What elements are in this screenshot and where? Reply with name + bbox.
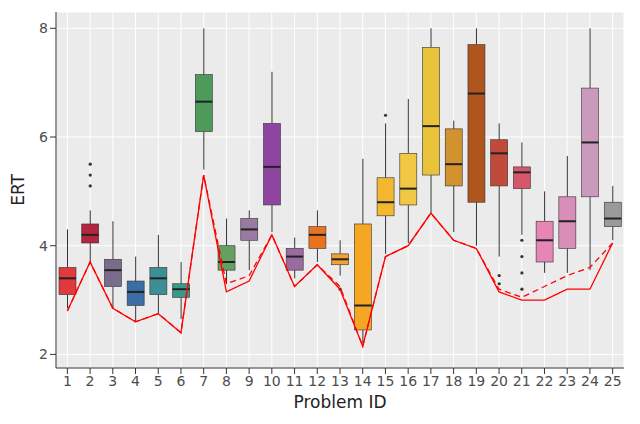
- svg-text:1: 1: [63, 373, 72, 389]
- svg-text:13: 13: [331, 373, 349, 389]
- svg-text:8: 8: [39, 20, 48, 36]
- svg-text:12: 12: [308, 373, 326, 389]
- svg-text:7: 7: [199, 373, 208, 389]
- svg-text:11: 11: [286, 373, 304, 389]
- svg-text:17: 17: [422, 373, 440, 389]
- svg-text:22: 22: [536, 373, 554, 389]
- svg-text:6: 6: [176, 373, 185, 389]
- svg-text:16: 16: [399, 373, 417, 389]
- svg-text:9: 9: [245, 373, 254, 389]
- svg-text:20: 20: [490, 373, 508, 389]
- svg-text:4: 4: [39, 238, 48, 254]
- svg-text:15: 15: [377, 373, 395, 389]
- svg-text:25: 25: [604, 373, 622, 389]
- svg-text:18: 18: [445, 373, 463, 389]
- svg-text:4: 4: [131, 373, 140, 389]
- svg-text:21: 21: [513, 373, 531, 389]
- svg-text:8: 8: [222, 373, 231, 389]
- svg-text:10: 10: [263, 373, 281, 389]
- svg-text:23: 23: [558, 373, 576, 389]
- svg-text:3: 3: [108, 373, 117, 389]
- svg-text:5: 5: [154, 373, 163, 389]
- svg-text:19: 19: [467, 373, 485, 389]
- svg-text:2: 2: [39, 346, 48, 362]
- svg-text:Problem ID: Problem ID: [293, 392, 386, 412]
- svg-text:2: 2: [86, 373, 95, 389]
- svg-text:6: 6: [39, 129, 48, 145]
- svg-text:24: 24: [581, 373, 599, 389]
- svg-text:14: 14: [354, 373, 372, 389]
- svg-text:ERT: ERT: [8, 174, 28, 206]
